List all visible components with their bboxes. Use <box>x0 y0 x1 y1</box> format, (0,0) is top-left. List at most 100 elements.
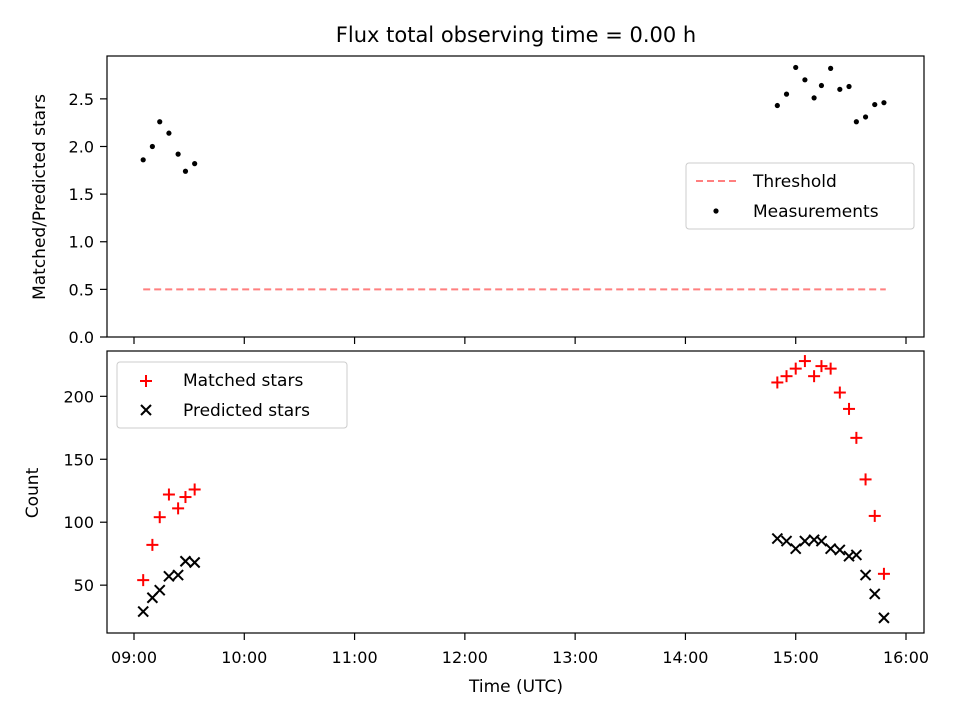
predicted-stars-point <box>878 612 890 624</box>
y-tick-label: 0.0 <box>69 328 94 347</box>
predicted-stars-point <box>163 570 175 583</box>
predicted-stars-point <box>790 542 802 555</box>
predicted-stars-point <box>154 584 166 596</box>
y-tick-label: 100 <box>63 513 94 532</box>
measurements-point <box>140 157 146 163</box>
measurements-point <box>783 91 790 97</box>
matched-stars-point <box>859 473 872 486</box>
measurements-point <box>853 119 859 125</box>
predicted-stars-point <box>859 569 872 581</box>
measurements-point <box>192 161 198 167</box>
matched-stars-point <box>771 376 784 389</box>
matched-stars-point <box>780 370 793 383</box>
top-x-tick-marks <box>133 337 907 344</box>
predicted-stars-point <box>137 605 149 618</box>
measurements-point <box>881 100 887 106</box>
y-tick-label: 1.0 <box>69 233 94 252</box>
measurements-point <box>862 114 869 120</box>
y-tick-label: 50 <box>74 576 94 595</box>
y-tick-label: 0.5 <box>69 280 94 299</box>
matched-stars-point <box>824 362 837 375</box>
bottom-y-axis-label: Count <box>23 467 43 518</box>
measurements-point <box>818 82 825 89</box>
predicted-stars-point <box>771 532 784 545</box>
measurements-point <box>793 64 799 71</box>
bottom-axes-frame <box>106 350 925 634</box>
matched-stars-point <box>808 370 821 383</box>
predicted-stars-point <box>850 549 863 561</box>
x-tick-label: 12:00 <box>442 648 488 667</box>
measurements-point <box>837 86 843 92</box>
x-axis-label: Time (UTC) <box>468 677 563 697</box>
matched-stars-point <box>137 574 150 587</box>
matched-stars-point <box>188 483 201 496</box>
bottom-legend-box <box>116 361 348 429</box>
matched-stars-point <box>798 355 811 368</box>
chart-title: Flux total observing time = 0.00 h <box>336 23 696 47</box>
top-legend: Threshold Measurements <box>685 162 915 230</box>
matched-stars-point <box>850 431 863 444</box>
y-tick-label: 150 <box>63 450 94 469</box>
matched-stars-point <box>877 567 890 580</box>
predicted-stars-point <box>188 556 201 569</box>
x-tick-label: 09:00 <box>111 648 157 667</box>
x-tick-label: 11:00 <box>332 648 378 667</box>
matched-stars-point <box>162 488 175 501</box>
measurements-point <box>811 95 817 101</box>
threshold-legend-label: Threshold <box>752 172 837 192</box>
predicted-stars-point <box>179 555 192 567</box>
y-tick-label: 2.0 <box>69 137 94 156</box>
predicted-legend-swatch <box>140 404 152 416</box>
measurements-legend-swatch <box>713 208 719 214</box>
y-tick-label: 200 <box>63 387 94 406</box>
matched-stars-point <box>789 362 802 375</box>
x-tick-label: 10:00 <box>221 648 267 667</box>
measurements-point <box>802 77 808 83</box>
predicted-stars-point <box>815 535 828 547</box>
measurements-point <box>774 102 780 109</box>
measurements-point <box>846 83 852 90</box>
x-tick-label: 13:00 <box>552 648 598 667</box>
top-plot-area <box>140 64 887 291</box>
matched-stars-point <box>833 386 846 399</box>
predicted-stars-point <box>172 569 184 581</box>
matched-stars-point <box>868 509 881 522</box>
matched-stars-point <box>172 502 185 515</box>
measurements-point <box>166 130 172 136</box>
top-panel: 0.0 0.5 1.0 1.5 2.0 2.5 Matched/Predicted sta… <box>30 55 925 347</box>
bottom-legend: Matched stars Predicted stars <box>116 361 348 429</box>
predicted-stars-point <box>834 544 846 556</box>
x-tick-label: 15:00 <box>773 648 819 667</box>
bottom-plot-area <box>137 355 890 624</box>
measurements-point <box>157 119 163 125</box>
matched-stars-point <box>815 360 828 373</box>
bottom-panel: 50 100 150 200 09:00 10:00 11:00 12:00 13:00 14:… <box>23 350 929 697</box>
top-axes-frame <box>106 55 925 338</box>
bottom-y-axis: 50 100 150 200 <box>63 387 107 595</box>
matched-legend-label: Matched stars <box>183 371 303 391</box>
top-y-axis: 0.0 0.5 1.0 1.5 2.0 2.5 <box>69 90 107 347</box>
x-tick-label: 14:00 <box>662 648 708 667</box>
predicted-stars-point <box>824 542 837 555</box>
measurements-point <box>828 65 834 71</box>
x-tick-label: 16:00 <box>883 648 929 667</box>
matched-stars-point <box>153 511 166 524</box>
predicted-stars-point <box>780 535 793 547</box>
bottom-x-axis: 09:00 10:00 11:00 12:00 13:00 14:00 15:00 16:00 <box>111 633 929 667</box>
matched-legend-swatch <box>140 375 152 387</box>
measurements-point <box>872 101 878 108</box>
measurements-point <box>175 151 181 157</box>
matched-stars-point <box>843 402 856 415</box>
top-legend-box <box>685 162 915 230</box>
y-tick-label: 1.5 <box>69 185 94 204</box>
measurements-point <box>182 168 189 174</box>
measurements-legend-label: Measurements <box>753 202 879 222</box>
predicted-legend-label: Predicted stars <box>183 401 310 421</box>
predicted-stars-point <box>799 535 811 547</box>
matched-stars-point <box>179 491 192 504</box>
top-y-axis-label: Matched/Predicted stars <box>30 94 50 300</box>
matched-stars-point <box>146 538 159 551</box>
measurements-point <box>149 143 155 150</box>
y-tick-label: 2.5 <box>69 90 94 109</box>
